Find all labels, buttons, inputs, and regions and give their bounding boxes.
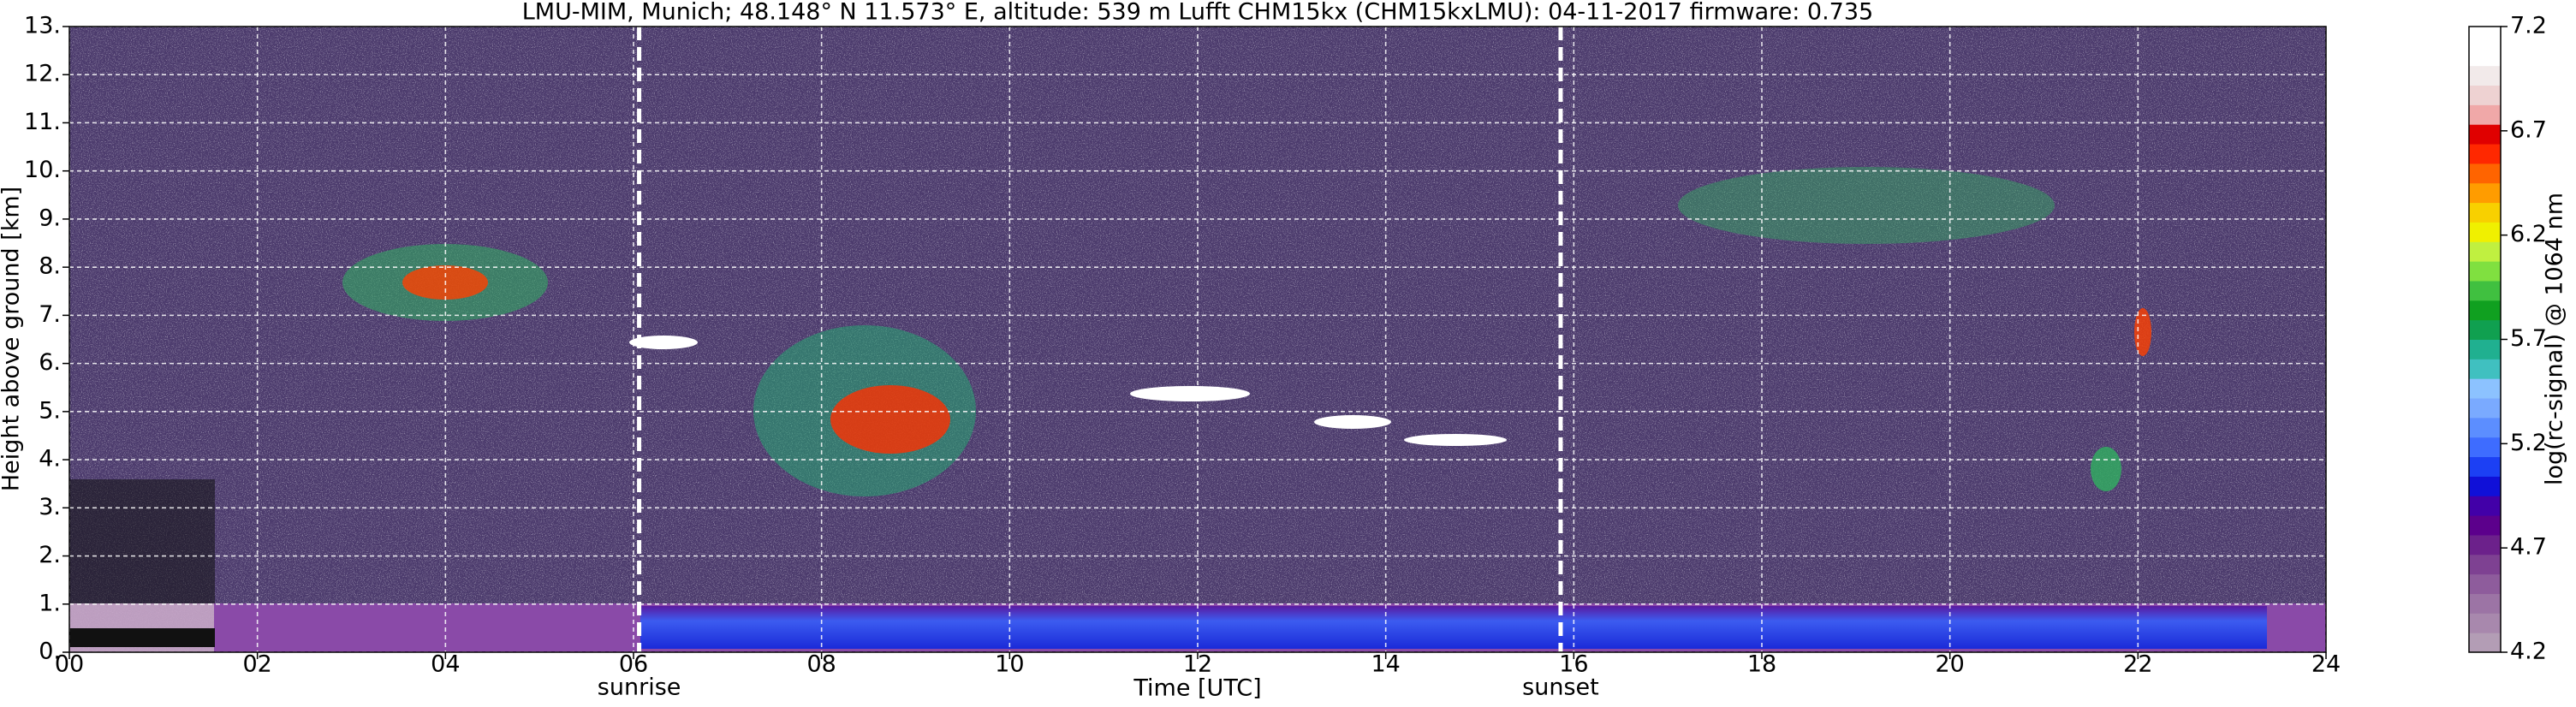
colorbar-tick-label: 5.7	[2510, 325, 2547, 352]
colorbar-swatch	[2469, 280, 2501, 301]
y-tick-label: 3.	[39, 494, 61, 520]
x-tick-label: 04	[431, 651, 460, 678]
x-tick-label: 20	[1935, 651, 1964, 678]
colorbar-swatch	[2469, 45, 2501, 67]
heatmap-region	[69, 479, 215, 603]
colorbar-swatch	[2469, 398, 2501, 419]
colorbar-swatch	[2469, 593, 2501, 614]
heatmap-region	[640, 606, 2267, 649]
y-tick-label: 2.	[39, 542, 61, 568]
x-tick-label: 14	[1371, 651, 1400, 678]
y-tick-label: 10.	[24, 157, 61, 183]
x-axis-label: Time [UTC]	[1133, 675, 1261, 702]
colorbar-swatch	[2469, 339, 2501, 359]
x-tick-label: 08	[806, 651, 836, 678]
colorbar-swatch	[2469, 104, 2501, 125]
y-tick-label: 0.	[39, 639, 61, 665]
colorbar-swatch	[2469, 496, 2501, 516]
y-tick-label: 7.	[39, 301, 61, 328]
x-tick-label: 02	[242, 651, 271, 678]
y-tick-label: 4.	[39, 446, 61, 472]
colorbar-tick-label: 6.2	[2510, 221, 2547, 247]
colorbar-swatch	[2469, 534, 2501, 556]
heatmap-cloud	[830, 385, 950, 454]
heatmap-cloud	[1404, 434, 1507, 446]
y-tick-label: 8.	[39, 253, 61, 280]
colorbar-tick-label: 4.2	[2510, 639, 2547, 665]
colorbar-swatch	[2469, 476, 2501, 496]
y-axis-label: Height above ground [km]	[0, 187, 25, 491]
colorbar-swatch	[2469, 261, 2501, 282]
colorbar-tick-label: 6.7	[2510, 116, 2547, 143]
colorbar-tick-label: 5.2	[2510, 430, 2547, 456]
x-tick-label: 16	[1559, 651, 1588, 678]
y-tick-label: 13.	[24, 13, 61, 39]
heatmap-cloud	[629, 336, 698, 349]
y-tick-label: 1.	[39, 590, 61, 616]
colorbar-swatch	[2469, 378, 2501, 399]
y-tick-label: 11.	[24, 109, 61, 135]
colorbar-label: log(rc-signal) @ 1064 nm	[2542, 193, 2568, 485]
colorbar-swatch	[2469, 554, 2501, 575]
colorbar-tick-label: 7.2	[2510, 13, 2547, 39]
x-tick-label: 24	[2311, 651, 2341, 678]
heatmap-cloud	[1314, 415, 1391, 429]
colorbar-swatch	[2469, 85, 2501, 105]
y-tick-label: 12.	[24, 61, 61, 87]
heatmap-cloud	[2091, 447, 2121, 491]
colorbar-swatch	[2469, 144, 2501, 164]
colorbar-swatch	[2469, 437, 2501, 458]
colorbar-swatch	[2469, 359, 2501, 379]
colorbar-swatch	[2469, 65, 2501, 86]
y-tick-label: 6.	[39, 349, 61, 376]
colorbar-swatch	[2469, 319, 2501, 340]
colorbar-swatch	[2469, 27, 2501, 47]
y-tick-label: 5.	[39, 397, 61, 424]
heatmap-region	[69, 628, 215, 647]
colorbar-swatch	[2469, 241, 2501, 262]
colorbar-swatch	[2469, 573, 2501, 594]
colorbar-swatch	[2469, 182, 2501, 204]
x-tick-label: 18	[1747, 651, 1776, 678]
x-tick-label: 06	[619, 651, 648, 678]
chart-title: LMU-MIM, Munich; 48.148° N 11.573° E, al…	[522, 0, 1873, 26]
colorbar-swatch	[2469, 163, 2501, 184]
colorbar-swatch	[2469, 633, 2501, 653]
colorbar-swatch	[2469, 124, 2501, 145]
colorbar-tick-label: 4.7	[2510, 534, 2547, 561]
colorbar-swatch	[2469, 300, 2501, 321]
x-tick-label: 22	[2123, 651, 2152, 678]
x-tick-label: 10	[995, 651, 1024, 678]
colorbar-swatch	[2469, 456, 2501, 477]
annotation-label: sunrise	[598, 674, 681, 701]
heatmap-cloud	[1678, 167, 2055, 244]
heatmap-cloud	[1130, 386, 1250, 401]
y-tick-label: 9.	[39, 205, 61, 231]
colorbar-swatch	[2469, 515, 2501, 536]
colorbar-swatch	[2469, 417, 2501, 438]
x-tick-label: 12	[1183, 651, 1212, 678]
colorbar-swatch	[2469, 202, 2501, 223]
colorbar-swatch	[2469, 613, 2501, 633]
x-tick-label: 00	[55, 651, 84, 678]
colorbar-swatch	[2469, 222, 2501, 242]
annotation-label: sunset	[1522, 674, 1599, 701]
